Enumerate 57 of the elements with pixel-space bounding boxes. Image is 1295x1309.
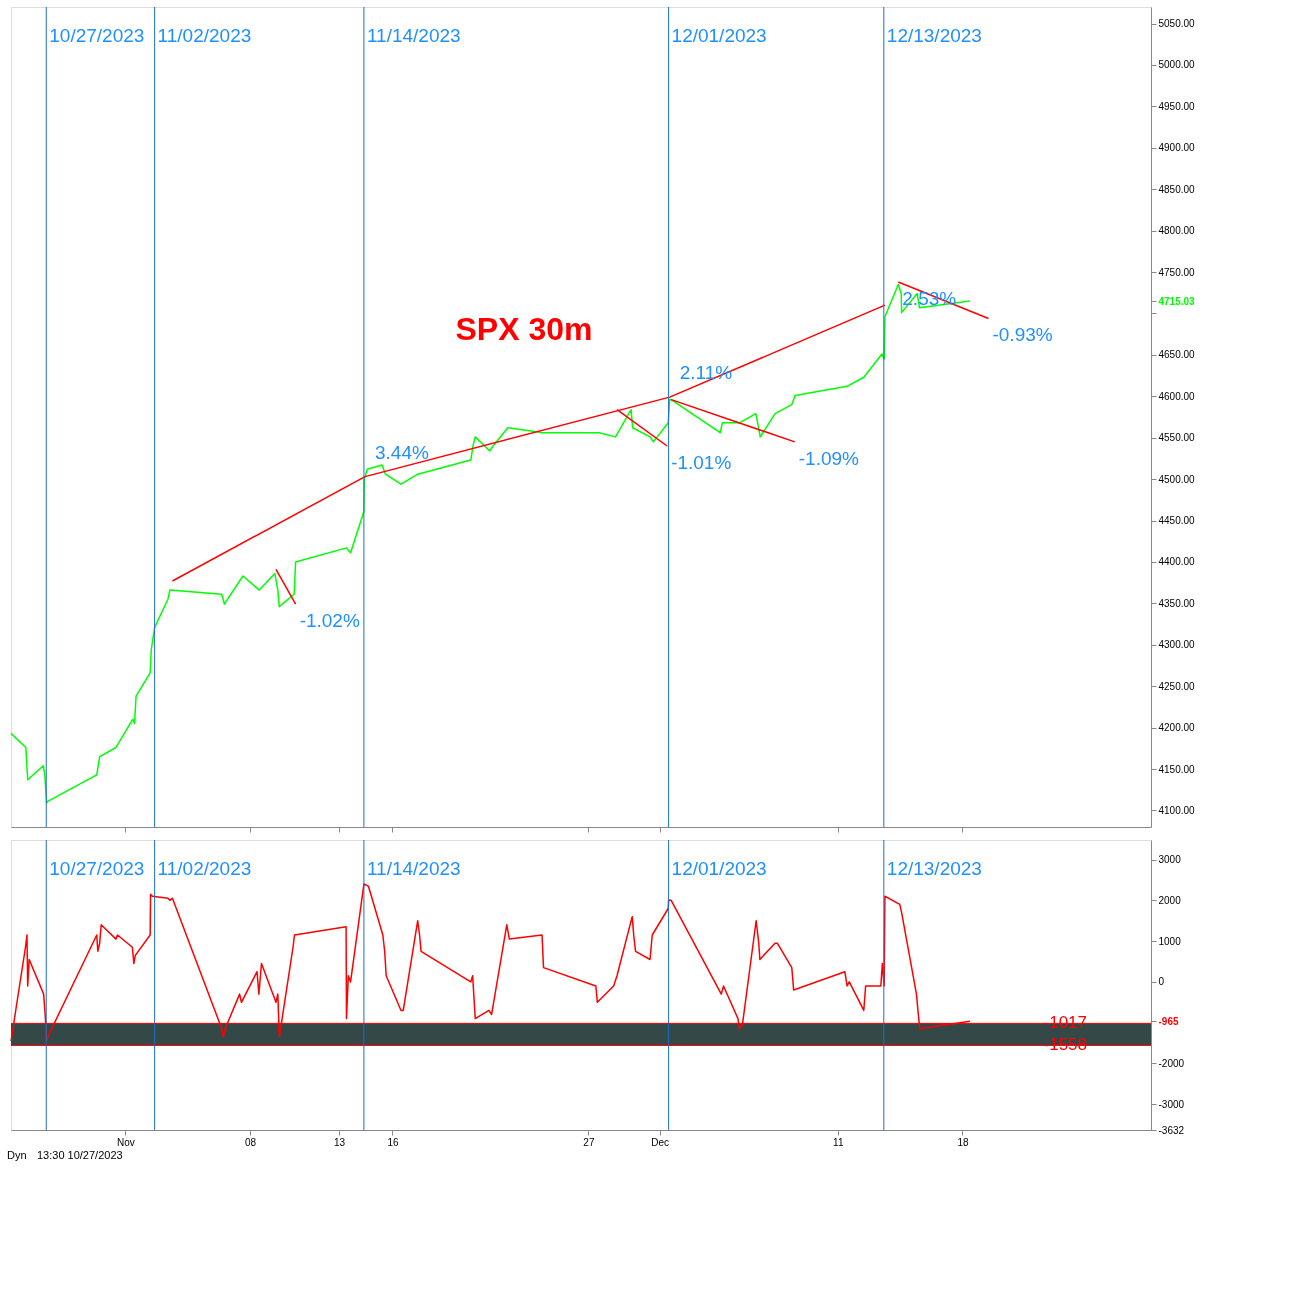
y-tick-label: 4600.00 [1158, 390, 1196, 402]
y-tick-label: 5000.00 [1158, 59, 1196, 71]
text: SPX 30m [455, 310, 593, 347]
annotation: 2.11% [679, 362, 733, 384]
y-tick-label: 2000 [1158, 894, 1182, 906]
y-tick-label: 0 [1158, 976, 1165, 988]
annotation: -1.01% [671, 451, 732, 473]
x-tick-label: 16 [387, 1136, 399, 1148]
y-tick-label: 3000 [1158, 854, 1182, 866]
annotation: -1.09% [798, 447, 860, 469]
y-tick-label: 5050.00 [1158, 18, 1196, 30]
y-tick-label: 4500.00 [1158, 473, 1196, 485]
y-tick-label: 4150.00 [1158, 763, 1196, 775]
ref-line-label: 11/02/2023 [157, 858, 252, 879]
y-tick-label: -3000 [1158, 1098, 1185, 1110]
x-tick-label: 27 [583, 1136, 595, 1148]
y-tick-label: 4800.00 [1158, 225, 1196, 237]
text: 13:30 10/27/2023 [37, 1149, 123, 1161]
y-tick-label: 4300.00 [1158, 639, 1196, 651]
x-tick-label: Dec [651, 1136, 670, 1148]
ref-line-label: 12/13/2023 [886, 25, 982, 46]
annotation: -0.93% [992, 324, 1053, 346]
x-tick-label: 08 [244, 1136, 257, 1148]
ref-line-label: 11/14/2023 [366, 858, 461, 879]
y-tick-label: 1000 [1158, 935, 1182, 947]
ref-line-label: 10/27/2023 [49, 25, 145, 46]
x-tick-label: 11 [833, 1136, 844, 1148]
y-tick-label: 4250.00 [1158, 680, 1196, 692]
y-tick-label: -2000 [1158, 1057, 1185, 1069]
y-tick-label: 4200.00 [1158, 722, 1196, 734]
x-tick-label: Nov [116, 1136, 135, 1148]
ref-line-label: -1017 [1043, 1013, 1087, 1033]
y-tick-label: 4650.00 [1158, 349, 1196, 361]
ref-line-label: 10/27/2023 [49, 858, 145, 879]
annotation: 3.44% [375, 441, 429, 463]
ref-line-label: -1558 [1043, 1035, 1087, 1055]
y-tick-label: 4550.00 [1158, 432, 1196, 444]
ref-line-label: 11/02/2023 [157, 25, 252, 46]
y-tick-label: 4450.00 [1158, 515, 1196, 527]
y-tick-label: 4400.00 [1158, 556, 1196, 568]
y-tick-label: 4850.00 [1158, 183, 1196, 195]
y-tick-label: 4900.00 [1158, 142, 1196, 154]
ref-line-label: 12/01/2023 [671, 858, 767, 879]
y-tick-label: -3632 [1158, 1124, 1185, 1136]
ref-line-label: 12/01/2023 [671, 25, 767, 46]
y-tick-label: 4715.03 [1158, 295, 1196, 307]
y-tick-label: -965 [1158, 1015, 1179, 1027]
text: Dyn [7, 1149, 27, 1161]
x-tick-label: 13 [333, 1136, 346, 1148]
y-tick-label: 4750.00 [1158, 266, 1196, 278]
y-tick-label: 4100.00 [1158, 804, 1196, 816]
y-tick-label: 4350.00 [1158, 597, 1196, 609]
ref-line-label: 11/14/2023 [366, 25, 461, 46]
annotation: -1.02% [299, 610, 360, 632]
y-tick-label: 4950.00 [1158, 100, 1196, 112]
ref-line-label: 12/13/2023 [886, 858, 982, 879]
x-tick-label: 18 [957, 1136, 969, 1148]
